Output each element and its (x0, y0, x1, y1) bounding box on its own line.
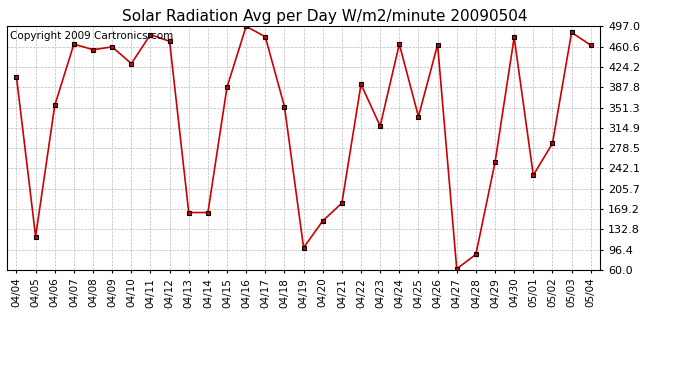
Text: Solar Radiation Avg per Day W/m2/minute 20090504: Solar Radiation Avg per Day W/m2/minute … (121, 9, 527, 24)
Text: Copyright 2009 Cartronics.com: Copyright 2009 Cartronics.com (10, 31, 173, 41)
